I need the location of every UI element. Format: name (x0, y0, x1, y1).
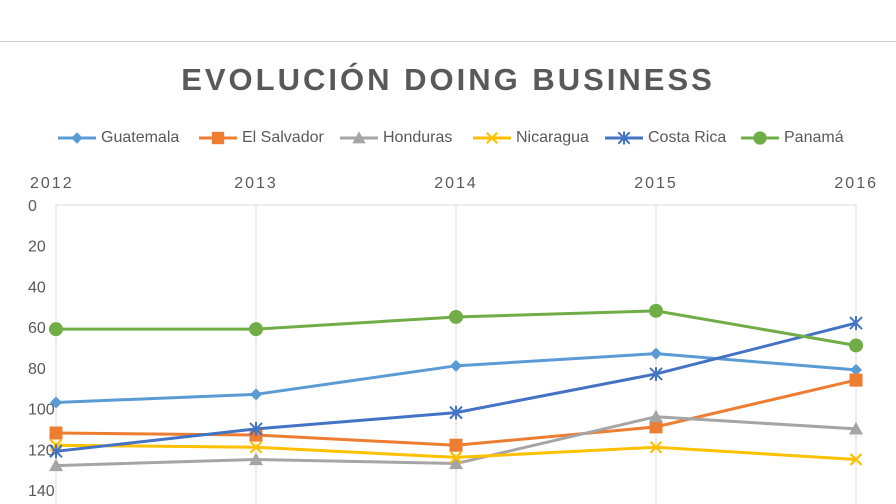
legend-item-panama: Panamá (739, 126, 844, 150)
data-point-el-salvador (649, 420, 663, 434)
chart-legend: Guatemala El Salvador Honduras Nicaragua… (0, 126, 896, 150)
x-tick-label: 2016 (834, 175, 878, 192)
x-tick-label: 2012 (30, 175, 74, 192)
data-point-costa-rica (449, 405, 463, 420)
x-tick-label: 2013 (234, 175, 278, 192)
data-point-costa-rica (849, 316, 863, 330)
legend-item-guatemala: Guatemala (56, 126, 179, 150)
data-point-guatemala (850, 363, 862, 376)
legend-marker-costa-rica (605, 131, 643, 145)
legend-item-costa-rica: Costa Rica (603, 126, 726, 150)
legend-marker-el-salvador (199, 131, 237, 145)
y-tick-label: 0 (28, 198, 37, 215)
legend-marker-shape-honduras (352, 131, 366, 144)
line-chart-plot: 2012 2013 2014 2015 2016 0 20 40 60 80 100 120 140 (28, 175, 878, 504)
legend-item-nicaragua: Nicaragua (471, 126, 589, 150)
data-point-guatemala (250, 388, 262, 401)
data-point-el-salvador (49, 426, 63, 440)
data-point-nicaragua (849, 453, 863, 466)
chart-title: EVOLUCIÓN DOING BUSINESS (181, 62, 715, 97)
legend-marker-guatemala (58, 132, 96, 144)
data-point-panama (49, 322, 63, 337)
legend-marker-shape-nicaragua (485, 131, 499, 145)
data-point-nicaragua (449, 451, 463, 464)
data-point-panama (649, 303, 663, 318)
legend-label-costa-rica: Costa Rica (648, 129, 727, 146)
data-point-costa-rica (649, 367, 663, 381)
y-tick-label: 60 (28, 320, 46, 337)
legend-label-el-salvador: El Salvador (242, 129, 324, 146)
legend-label-panama: Panamá (784, 129, 844, 146)
legend-label-honduras: Honduras (383, 129, 453, 146)
data-point-panama (249, 322, 263, 337)
data-point-honduras (649, 409, 663, 423)
legend-label-guatemala: Guatemala (101, 129, 180, 146)
data-point-panama (849, 338, 863, 353)
data-point-guatemala (650, 347, 662, 360)
legend-marker-shape-costa-rica (617, 131, 631, 145)
legend-marker-shape-guatemala (71, 132, 83, 144)
data-point-guatemala (50, 396, 62, 409)
data-point-honduras (449, 456, 463, 470)
legend-item-el-salvador: El Salvador (197, 126, 324, 150)
legend-marker-shape-panama (753, 131, 767, 145)
legend-marker-nicaragua (473, 131, 511, 145)
y-tick-label: 120 (28, 442, 55, 459)
data-point-honduras (849, 421, 863, 435)
data-point-honduras (49, 458, 63, 472)
data-point-honduras (249, 452, 263, 466)
y-tick-label: 40 (28, 279, 46, 296)
y-tick-label: 20 (28, 239, 46, 256)
data-point-el-salvador (849, 373, 863, 387)
data-point-costa-rica (49, 444, 63, 459)
legend-marker-shape-el-salvador (211, 131, 225, 145)
x-tick-label: 2014 (434, 175, 478, 192)
legend-marker-panama (741, 131, 779, 145)
data-point-panama (449, 309, 463, 324)
data-point-el-salvador (449, 438, 463, 452)
legend-item-honduras: Honduras (338, 126, 452, 150)
y-tick-label: 80 (28, 361, 46, 378)
data-point-costa-rica (249, 422, 263, 436)
y-tick-label: 100 (28, 402, 55, 419)
y-tick-label: 140 (28, 483, 55, 500)
top-divider (0, 41, 896, 42)
x-tick-label: 2015 (634, 175, 678, 192)
data-point-nicaragua (249, 440, 263, 454)
legend-marker-honduras (340, 131, 378, 144)
data-point-nicaragua (649, 440, 663, 454)
data-point-guatemala (450, 359, 462, 372)
legend-label-nicaragua: Nicaragua (516, 129, 589, 146)
